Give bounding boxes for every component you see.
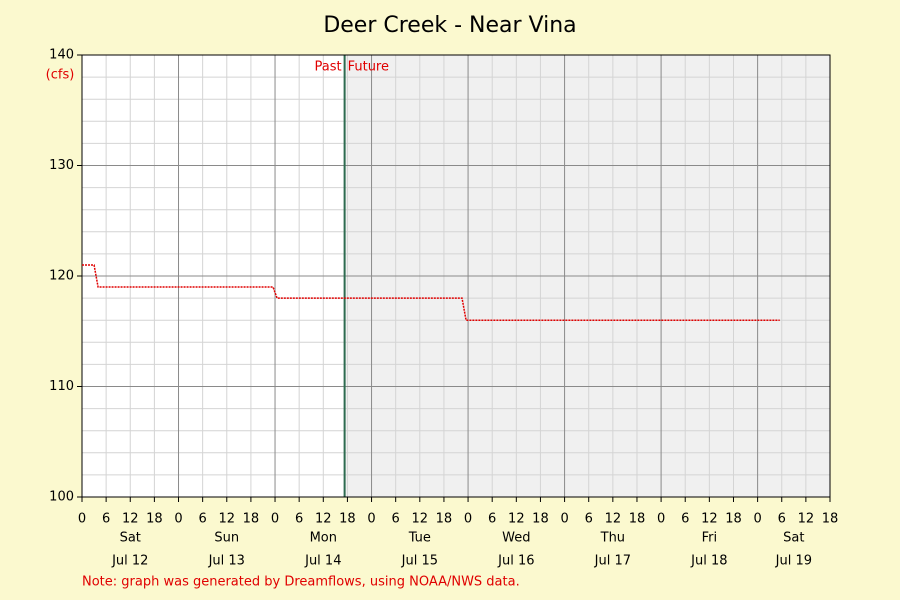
weekday-label: Sun [214,531,239,546]
x-tick-label: 18 [436,512,453,527]
x-tick-label: 12 [798,512,815,527]
x-tick-label: 18 [822,512,839,527]
x-tick-label: 18 [146,512,163,527]
weekday-label: Sat [783,531,804,546]
x-tick-label: 12 [315,512,332,527]
date-label: Jul 16 [497,554,534,569]
x-tick-label: 0 [78,512,86,527]
chart-title: Deer Creek - Near Vina [323,13,576,38]
y-tick-label: 120 [49,269,74,284]
x-tick-label: 12 [412,512,429,527]
date-label: Jul 19 [775,554,812,569]
date-label: Jul 18 [690,554,727,569]
weekday-label: Wed [502,531,530,546]
x-tick-label: 0 [367,512,375,527]
weekday-label: Sat [120,531,141,546]
x-tick-label: 0 [657,512,665,527]
x-tick-label: 6 [199,512,207,527]
x-tick-label: 18 [339,512,356,527]
date-label: Jul 14 [304,554,341,569]
data-line [82,264,780,321]
x-tick-label: 18 [532,512,549,527]
date-label: Jul 13 [208,554,245,569]
x-tick-label: 6 [392,512,400,527]
x-tick-label: 18 [725,512,742,527]
weekday-label: Mon [310,531,337,546]
y-tick-label: 100 [49,490,74,505]
x-tick-label: 6 [778,512,786,527]
date-label: Jul 12 [111,554,148,569]
x-tick-label: 0 [753,512,761,527]
x-tick-label: 6 [102,512,110,527]
past-label: Past [315,60,342,75]
x-tick-label: 12 [605,512,622,527]
y-tick-label: 130 [49,158,74,173]
weekday-label: Fri [702,531,718,546]
x-tick-label: 18 [629,512,646,527]
date-label: Jul 15 [401,554,438,569]
weekday-label: Thu [600,531,625,546]
x-tick-label: 6 [295,512,303,527]
x-tick-label: 12 [122,512,139,527]
date-label: Jul 17 [594,554,631,569]
y-tick-label: 140 [49,48,74,63]
x-tick-label: 0 [464,512,472,527]
x-tick-label: 12 [508,512,525,527]
x-tick-label: 0 [560,512,568,527]
x-tick-label: 18 [243,512,260,527]
x-tick-label: 6 [488,512,496,527]
x-tick-label: 12 [219,512,236,527]
x-tick-label: 12 [701,512,718,527]
note: Note: graph was generated by Dreamflows,… [82,575,520,590]
x-tick-label: 0 [174,512,182,527]
y-unit: (cfs) [46,68,75,83]
plot-frame [81,54,831,498]
x-tick-label: 6 [681,512,689,527]
future-label: Future [348,60,389,75]
x-tick-label: 0 [271,512,279,527]
x-tick-label: 6 [585,512,593,527]
y-tick-label: 110 [49,379,74,394]
weekday-label: Tue [408,531,431,546]
